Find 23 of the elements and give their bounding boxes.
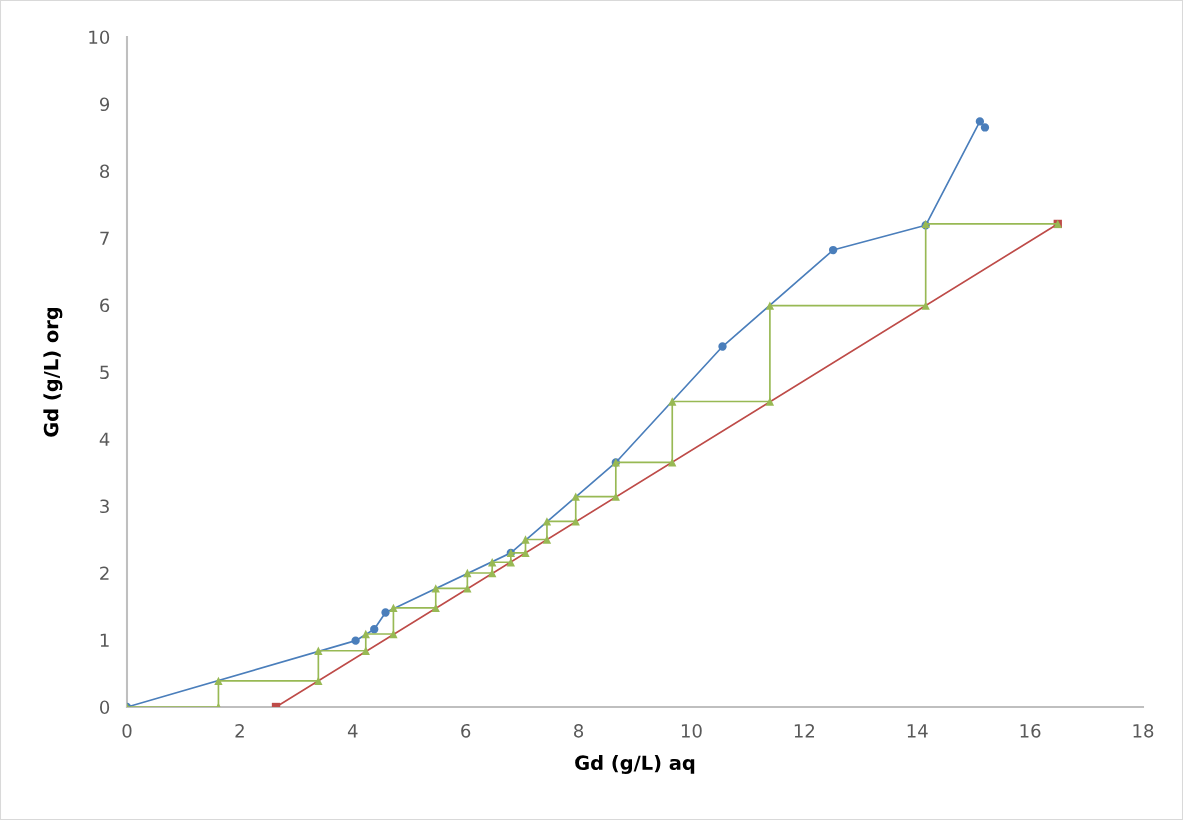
x-axis-title: Gd (g/L) aq: [575, 755, 695, 774]
y-tick-label: 5: [100, 365, 109, 380]
x-tick-label: 0: [122, 723, 132, 738]
y-tick-label: 0: [100, 700, 110, 715]
y-tick-label: 7: [100, 231, 109, 245]
x-tick-label: 12: [794, 723, 815, 738]
x-tick-label: 4: [347, 724, 358, 738]
y-tick-label: 10: [89, 30, 110, 45]
y-tick-label: 8: [100, 164, 110, 179]
x-tick-label: 14: [907, 724, 928, 738]
y-tick-label: 1: [100, 633, 109, 647]
x-tick-label: 18: [1133, 723, 1154, 738]
x-tick-label: 16: [1020, 723, 1041, 738]
y-tick-label: 2: [100, 566, 109, 580]
y-tick-label: 9: [99, 97, 110, 112]
y-tick-label: 4: [99, 432, 110, 446]
x-tick-label: 2: [235, 723, 244, 738]
x-tick-label: 6: [461, 723, 471, 738]
y-tick-label: 3: [100, 499, 109, 514]
x-tick-label: 10: [681, 723, 702, 738]
y-tick-label: 6: [100, 298, 110, 313]
y-axis-title: Gd (g/L) org: [43, 307, 63, 437]
x-tick-label: 8: [574, 723, 584, 738]
